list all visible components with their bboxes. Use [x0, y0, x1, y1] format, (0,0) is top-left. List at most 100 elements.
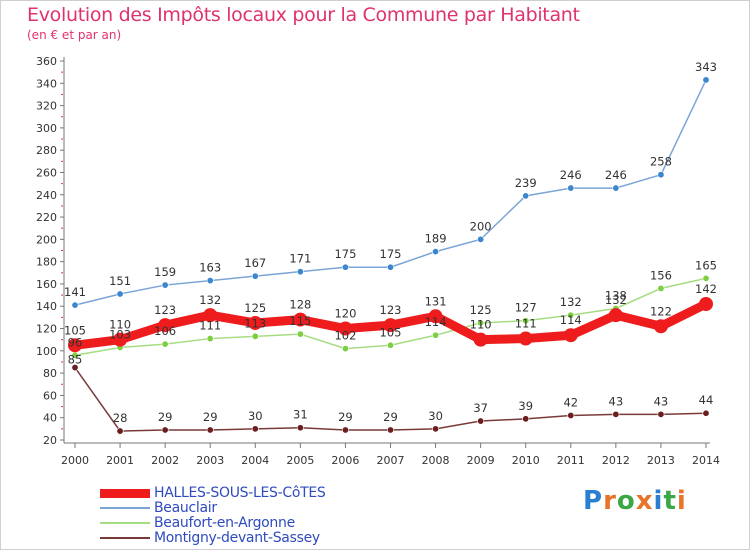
data-point — [702, 76, 710, 84]
legend-swatch — [100, 522, 150, 524]
data-label: 246 — [560, 168, 582, 182]
data-label: 123 — [380, 303, 402, 317]
x-tick-label: 2005 — [286, 454, 314, 467]
data-label: 37 — [473, 401, 488, 415]
data-point — [522, 192, 530, 200]
data-label: 85 — [68, 353, 83, 367]
data-point — [477, 319, 485, 327]
logo-letter: P — [583, 486, 604, 516]
data-point — [116, 427, 124, 435]
data-label: 29 — [338, 410, 353, 424]
data-label: 123 — [154, 303, 176, 317]
data-label: 39 — [518, 399, 533, 413]
data-label: 127 — [515, 301, 537, 315]
data-point — [341, 345, 349, 353]
data-label: 111 — [199, 319, 221, 333]
y-tick-label: 100 — [36, 345, 57, 358]
data-point-halles — [428, 309, 443, 324]
data-label: 131 — [425, 294, 447, 308]
y-tick-label: 320 — [36, 100, 57, 113]
data-label: 167 — [244, 256, 266, 270]
data-point — [612, 184, 620, 192]
data-label: 200 — [470, 219, 492, 233]
y-tick-label: 40 — [43, 412, 57, 425]
legend-label: HALLES-SOUS-LES-CôTES — [154, 485, 326, 501]
x-tick-label: 2014 — [692, 454, 720, 467]
y-tick-label: 80 — [43, 367, 57, 380]
data-point — [386, 263, 394, 271]
y-tick-label: 60 — [43, 389, 57, 402]
data-point — [251, 332, 259, 340]
data-point — [477, 417, 485, 425]
x-tick-label: 2002 — [151, 454, 179, 467]
data-point — [206, 277, 214, 285]
y-tick-label: 180 — [36, 256, 57, 269]
data-label: 189 — [425, 232, 447, 246]
x-tick-label: 2006 — [331, 454, 359, 467]
data-point — [341, 426, 349, 434]
data-label: 30 — [248, 409, 263, 423]
proxiti-logo[interactable]: Proxiti — [583, 486, 687, 516]
x-tick-label: 2007 — [377, 454, 405, 467]
data-point — [657, 284, 665, 292]
x-tick-label: 2008 — [422, 454, 450, 467]
x-tick-label: 2011 — [557, 454, 585, 467]
data-point-halles — [158, 318, 173, 333]
data-label: 29 — [383, 410, 398, 424]
data-label: 120 — [334, 307, 356, 321]
data-label: 343 — [695, 60, 717, 74]
y-tick-label: 20 — [43, 434, 57, 447]
data-point — [567, 411, 575, 419]
data-label: 159 — [154, 265, 176, 279]
data-point — [341, 263, 349, 271]
data-point — [522, 317, 530, 325]
data-label: 29 — [158, 410, 173, 424]
data-point-halles — [338, 321, 353, 336]
data-point-halles — [383, 318, 398, 333]
y-tick-label: 300 — [36, 122, 57, 135]
data-label: 28 — [113, 411, 128, 425]
data-point — [161, 281, 169, 289]
data-point — [161, 426, 169, 434]
x-tick-label: 2003 — [196, 454, 224, 467]
data-label: 105 — [380, 325, 402, 339]
data-point — [161, 340, 169, 348]
data-label: 110 — [109, 318, 131, 332]
data-point — [386, 341, 394, 349]
data-label: 115 — [289, 314, 311, 328]
logo-letter: i — [676, 486, 687, 516]
data-point — [477, 235, 485, 243]
y-tick-label: 160 — [36, 278, 57, 291]
data-label: 111 — [515, 317, 537, 331]
y-tick-label: 200 — [36, 233, 57, 246]
data-label: 103 — [109, 327, 131, 341]
x-tick-label: 2004 — [241, 454, 269, 467]
data-label: 141 — [64, 285, 86, 299]
x-tick-label: 2012 — [602, 454, 630, 467]
data-point — [432, 425, 440, 433]
data-point — [567, 311, 575, 319]
data-label: 175 — [380, 247, 402, 261]
data-label: 43 — [609, 394, 624, 408]
data-point — [296, 268, 304, 276]
x-tick-label: 2001 — [106, 454, 134, 467]
data-point-halles — [518, 331, 533, 346]
data-point — [702, 274, 710, 282]
data-label: 132 — [560, 295, 582, 309]
data-point-halles — [248, 315, 263, 330]
legend-swatch — [100, 507, 150, 509]
legend-label: Beaufort-en-Argonne — [154, 515, 295, 531]
data-label: 105 — [64, 323, 86, 337]
data-point-halles — [563, 328, 578, 343]
data-point — [386, 426, 394, 434]
data-point — [71, 364, 79, 372]
data-label: 31 — [293, 408, 308, 422]
data-label: 30 — [428, 409, 443, 423]
data-point-halles — [608, 308, 623, 323]
data-point — [251, 425, 259, 433]
data-label: 163 — [199, 261, 221, 275]
logo-letter: r — [603, 486, 617, 516]
legend-label: Beauclair — [154, 500, 217, 516]
logo-letter: i — [653, 486, 664, 516]
